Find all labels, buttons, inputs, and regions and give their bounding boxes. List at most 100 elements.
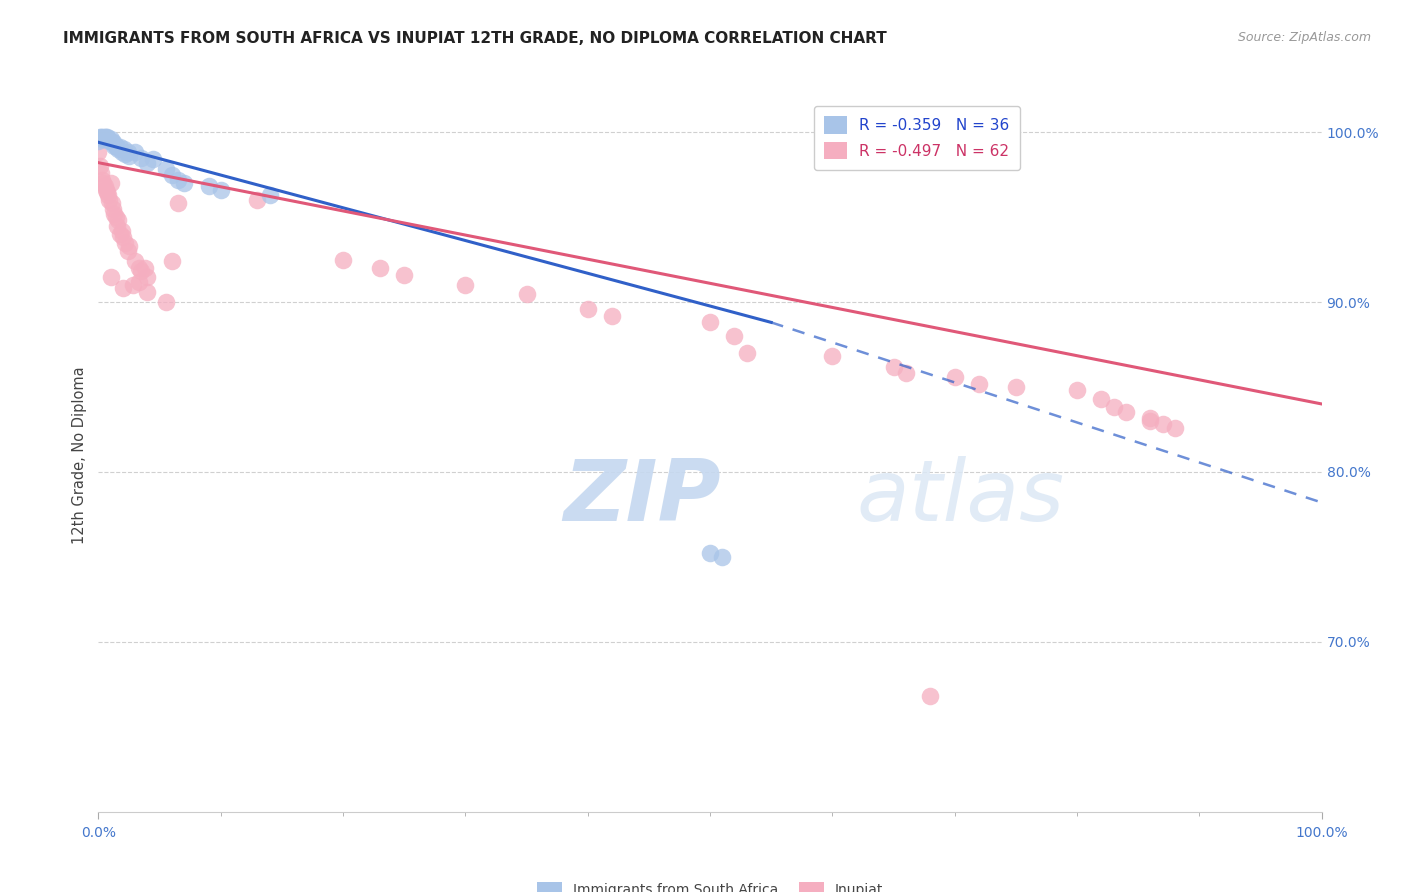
Point [160,254,183,268]
Point [209,183,232,197]
Point [723,329,745,343]
Point [454,278,477,293]
Point [89,159,111,173]
Point [1115,405,1137,419]
Point [101,202,124,216]
Point [101,136,124,150]
Point [103,207,125,221]
Point [107,213,129,227]
Point [107,142,129,156]
Point [160,168,183,182]
Point [129,151,152,165]
Point [90,166,112,180]
Point [98,134,121,148]
Point [110,140,132,154]
Point [111,145,134,160]
Point [155,162,177,177]
Point [1102,401,1125,415]
Point [392,268,416,282]
Text: Source: ZipAtlas.com: Source: ZipAtlas.com [1237,31,1371,45]
Point [104,138,127,153]
Point [943,369,966,384]
Point [1066,384,1088,398]
Point [1152,417,1174,432]
Point [167,172,190,186]
Point [735,346,758,360]
Point [155,295,177,310]
Point [101,136,124,150]
Point [94,130,117,145]
Point [142,153,165,167]
Point [332,252,354,267]
Point [111,224,134,238]
Point [96,185,118,199]
Point [699,315,721,329]
Point [197,179,219,194]
Point [114,235,136,250]
Point [111,230,134,244]
Point [91,176,114,190]
Point [93,179,115,194]
Point [600,309,623,323]
Point [576,301,599,316]
Point [94,183,117,197]
Text: IMMIGRANTS FROM SOUTH AFRICA VS INUPIAT 12TH GRADE, NO DIPLOMA CORRELATION CHART: IMMIGRANTS FROM SOUTH AFRICA VS INUPIAT … [63,31,887,46]
Point [1164,421,1187,435]
Point [110,227,132,241]
Point [368,260,391,275]
Point [89,130,111,145]
Point [1139,410,1161,425]
Point [105,140,128,154]
Y-axis label: 12th Grade, No Diploma: 12th Grade, No Diploma [72,366,87,544]
Point [259,188,281,202]
Point [96,130,118,145]
Point [711,549,734,564]
Point [821,350,844,364]
Point [1004,380,1026,394]
Point [101,196,124,211]
Point [699,546,721,560]
Point [1139,414,1161,428]
Point [97,132,120,146]
Point [93,130,115,145]
Point [91,132,114,146]
Point [100,269,122,284]
Point [105,219,128,233]
Point [967,376,990,391]
Point [124,254,146,268]
Point [91,172,114,186]
Point [121,278,143,293]
Point [129,264,152,278]
Point [118,239,141,253]
Point [920,689,942,703]
Point [136,285,159,299]
Point [246,193,269,207]
Point [100,176,122,190]
Point [128,260,150,275]
Point [117,145,139,160]
Point [117,244,139,258]
Point [124,145,146,160]
Point [98,193,121,207]
Point [87,134,110,148]
Point [167,196,190,211]
Point [515,286,537,301]
Point [1090,392,1112,406]
Point [112,142,135,156]
Point [114,147,136,161]
Point [134,260,156,275]
Point [100,132,122,146]
Point [118,149,141,163]
Point [103,138,125,153]
Point [136,269,159,284]
Point [128,275,150,289]
Point [90,130,112,145]
Point [104,210,127,224]
Point [136,155,159,169]
Point [91,130,114,145]
Text: ZIP: ZIP [564,456,721,540]
Legend: Immigrants from South Africa, Inupiat: Immigrants from South Africa, Inupiat [537,881,883,892]
Point [97,188,120,202]
Point [87,145,110,160]
Text: atlas: atlas [856,456,1064,540]
